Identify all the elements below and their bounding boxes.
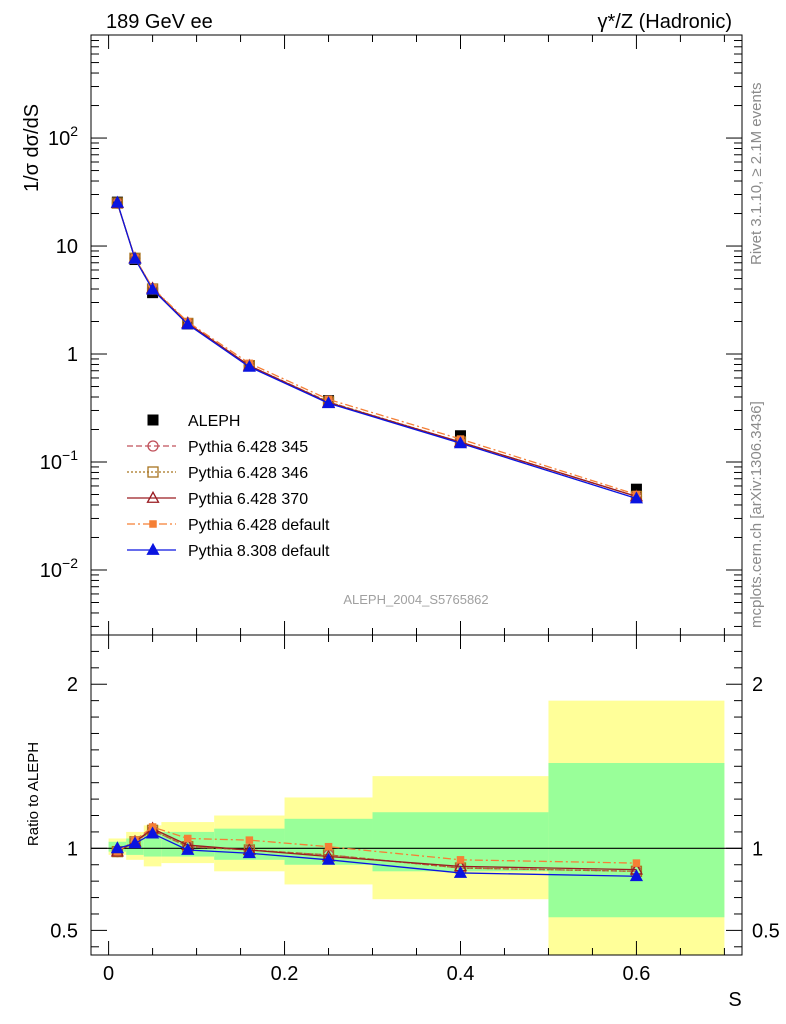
legend-marker [147,440,159,452]
uncertainty-band-green [143,833,162,857]
ratio-point [145,826,160,839]
ratio-y-tick-label-left: 1 [67,838,78,860]
ratio-series-4 [110,826,644,882]
main-point [629,491,644,504]
legend-entry-1: Pythia 6.428 345 [127,439,308,456]
ratio-y-tick-label-left: 2 [67,674,78,696]
ratio-point [184,834,192,843]
main-point [630,483,642,495]
ratio-point [324,842,333,851]
analysis-watermark: ALEPH_2004_S5765862 [343,592,488,607]
ratio-point [321,852,336,865]
main-y-tick-label: 102 [48,123,78,150]
main-y-tick-label: 10−2 [40,555,78,582]
main-point [453,436,468,449]
legend-marker [146,490,160,503]
legend-marker [147,414,159,426]
x-axis-title: S [728,989,741,1011]
main-y-tick-label: 10 [56,236,78,258]
header-left-label: 189 GeV ee [106,11,213,33]
ratio-y-tick-label-right: 2 [752,674,763,696]
mcplots-reference-label: mcplots.cern.ch [arXiv:1306.3436] [748,401,765,628]
ratio-point [181,842,195,855]
x-tick-label: 0.2 [271,963,299,985]
main-point [110,195,124,208]
main-y-tick-label: 1 [67,344,78,366]
ratio-point [245,836,254,844]
legend-marker [147,466,159,478]
legend-entry-2: Pythia 6.428 346 [127,465,308,482]
main-point [242,359,256,372]
ratio-point [110,841,124,854]
legend: ALEPH Pythia 6.428 345 Pythia 6.428 346 Pyt… [127,413,330,560]
legend-entry-5: Pythia 8.308 default [127,542,330,560]
ratio-point [632,859,641,867]
ratio-point [128,836,142,849]
ratio-y-tick-label-right: 0.5 [752,920,780,942]
main-y-tick-label: 10−1 [40,447,78,474]
x-tick-label: 0.6 [623,963,651,985]
ratio-point [453,865,468,878]
ratio-plot-panel: 0.5 0.5 1 1 2 2 0 0.2 0.4 0.6 [50,634,780,985]
main-series-line [116,202,637,500]
legend-marker [146,542,160,555]
x-tick-label: 0.4 [447,963,475,985]
main-series-line [116,202,637,496]
legend-marker [149,520,157,528]
legend-label: ALEPH [188,413,240,430]
main-point [145,282,160,295]
x-tick-label: 0 [103,963,114,985]
ratio-point [242,846,256,859]
main-point [181,317,195,330]
ratio-series-line [117,826,637,864]
legend-label: Pythia 6.428 370 [188,491,308,508]
legend-label: Pythia 6.428 default [188,517,330,534]
rivet-version-label: Rivet 3.1.10, ≥ 2.1M events [748,83,765,266]
main-y-axis-title: 1/σ dσ/dS [21,104,43,192]
main-series-5 [110,195,644,504]
legend-entry-4: Pythia 6.428 default [127,517,330,534]
ratio-y-axis-title: Ratio to ALEPH [25,742,42,846]
main-point [321,396,336,409]
main-plot-panel: 10−2 10−1 1 10 102 [40,34,743,636]
ratio-y-tick-label-left: 0.5 [50,920,78,942]
ratio-point [629,869,644,882]
legend-entry-3: Pythia 6.428 370 [127,490,308,508]
main-point [128,251,142,264]
legend-label: Pythia 6.428 345 [188,439,308,456]
ratio-y-tick-label-right: 1 [752,838,763,860]
header-right-label: γ*/Z (Hadronic) [598,11,732,33]
ratio-point [456,856,465,864]
legend-entry-0: ALEPH [147,413,240,430]
uncertainty-band-green [548,763,725,918]
legend-label: Pythia 6.428 346 [188,465,308,482]
legend-label: Pythia 8.308 default [188,543,330,560]
